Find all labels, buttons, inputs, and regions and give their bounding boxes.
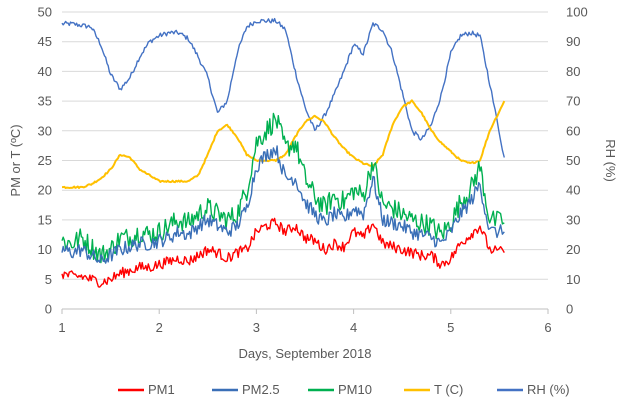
y-right-tick-label: 80: [566, 64, 580, 79]
y-right-tick-label: 30: [566, 212, 580, 227]
legend-label: RH (%): [527, 382, 570, 397]
y-right-tick-label: 50: [566, 153, 580, 168]
x-tick-label: 2: [156, 320, 163, 335]
y-left-tick-label: 40: [38, 64, 52, 79]
y-right-tick-label: 10: [566, 272, 580, 287]
series-line-pm2-5: [61, 145, 505, 264]
y-right-tick-label: 100: [566, 5, 588, 20]
gridlines: [62, 11, 548, 280]
y-axis-right-title: RH (%): [603, 139, 617, 182]
legend-label: PM10: [338, 382, 372, 397]
x-tick-label: 4: [350, 320, 357, 335]
x-tick-label: 3: [253, 320, 260, 335]
y-right-tick-label: 70: [566, 94, 580, 109]
y-right-tick-label: 90: [566, 34, 580, 49]
y-left-tick-label: 35: [38, 94, 52, 109]
y-left-tick-label: 10: [38, 242, 52, 257]
series-line-t-c: [62, 99, 506, 189]
y-right-tick-label: 0: [566, 302, 573, 317]
y-left-tick-label: 20: [38, 183, 52, 198]
series-line-pm1: [61, 217, 505, 288]
x-tick-label: 6: [544, 320, 551, 335]
y-right-tick-label: 60: [566, 123, 580, 138]
y-left-tick-label: 45: [38, 34, 52, 49]
y-left-tick-label: 5: [45, 272, 52, 287]
y-left-tick-label: 25: [38, 153, 52, 168]
series-layer: [61, 17, 506, 288]
legend-label: T (C): [434, 382, 463, 397]
x-tick-label: 5: [447, 320, 454, 335]
y-left-tick-label: 15: [38, 212, 52, 227]
y-right-tick-label: 20: [566, 242, 580, 257]
axes: 0510152025303540455001020304050607080901…: [38, 5, 588, 336]
y-right-tick-label: 40: [566, 183, 580, 198]
legend: PM1 PM2.5 PM10 T (C) RH (%): [118, 382, 570, 397]
y-axis-left-title: PM or T (ºC): [8, 124, 23, 196]
legend-label: PM2.5: [242, 382, 280, 397]
x-axis-title: Days, September 2018: [239, 346, 372, 361]
legend-label: PM1: [148, 382, 175, 397]
y-left-tick-label: 0: [45, 302, 52, 317]
series-line-rh: [61, 17, 505, 158]
y-left-tick-label: 30: [38, 123, 52, 138]
x-tick-label: 1: [58, 320, 65, 335]
series-line-pm10: [61, 112, 505, 264]
y-left-tick-label: 50: [38, 5, 52, 20]
